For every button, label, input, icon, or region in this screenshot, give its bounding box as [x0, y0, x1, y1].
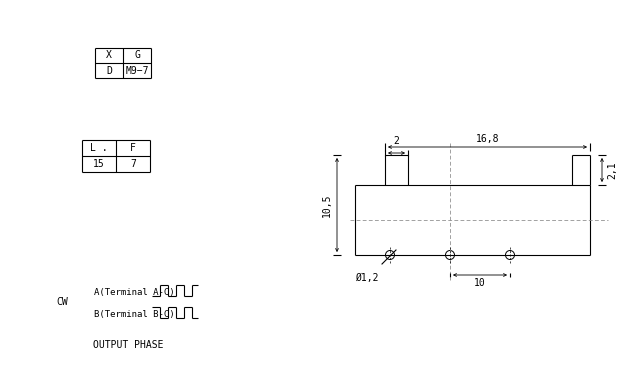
Text: L .: L . — [90, 143, 108, 153]
Text: 10: 10 — [474, 278, 486, 288]
Text: G: G — [134, 51, 140, 61]
Text: F: F — [130, 143, 136, 153]
Text: 2: 2 — [394, 136, 399, 146]
Text: 7: 7 — [130, 159, 136, 169]
Text: OUTPUT PHASE: OUTPUT PHASE — [93, 340, 163, 350]
Text: 2,1: 2,1 — [607, 161, 617, 179]
Text: 10,5: 10,5 — [322, 193, 332, 217]
Text: D: D — [106, 65, 112, 75]
Text: B(Terminal B-C): B(Terminal B-C) — [94, 309, 175, 319]
Text: M9−7: M9−7 — [125, 65, 149, 75]
Text: X: X — [106, 51, 112, 61]
Text: 16,8: 16,8 — [476, 134, 500, 144]
Text: A(Terminal A-C): A(Terminal A-C) — [94, 288, 175, 296]
Text: Ø1,2: Ø1,2 — [355, 273, 378, 283]
Text: 15: 15 — [93, 159, 105, 169]
Text: CW: CW — [56, 297, 68, 307]
